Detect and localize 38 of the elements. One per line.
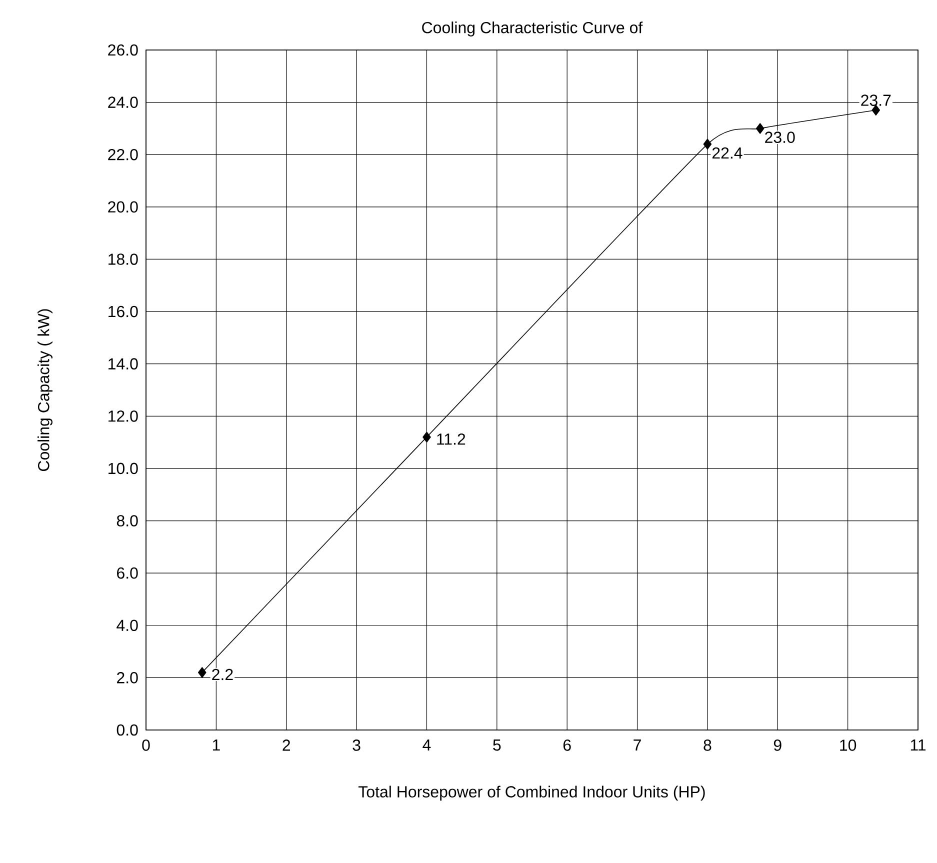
y-tick-label: 24.0 [108, 96, 138, 108]
point [703, 138, 712, 150]
y-tick-label: 2.0 [117, 672, 138, 684]
point [756, 123, 764, 134]
x-axis-title: Total Horsepower of Combined Indoor Units (HP) [358, 786, 705, 801]
x-tick-label: 4 [422, 740, 431, 751]
point [198, 667, 206, 678]
x-tick-label: 10 [840, 740, 856, 751]
x-tick-label: 6 [563, 740, 571, 751]
data-label: 23.7 [861, 94, 891, 106]
x-tick-label: 3 [352, 740, 360, 751]
y-tick-label: 22.0 [108, 148, 138, 160]
y-tick-label: 20.0 [108, 201, 138, 213]
y-tick-label: 10.0 [108, 462, 138, 474]
x-tick-label: 2 [282, 740, 290, 751]
data-label: 22.4 [712, 147, 742, 159]
data-label: 11.2 [437, 433, 466, 445]
x-tick-label: 8 [704, 740, 712, 751]
y-tick-label: 16.0 [108, 306, 138, 318]
x-tick-label: 5 [493, 740, 501, 751]
y-tick-label: 4.0 [116, 620, 138, 632]
x-tick-label: 1 [212, 740, 220, 751]
y-tick-label: 14.0 [108, 358, 138, 370]
point [422, 432, 431, 442]
y-axis-title: Cooling Capacity ( kW) [38, 309, 52, 471]
y-tick-label: 8.0 [116, 515, 138, 526]
y-tick-label: 12.0 [108, 410, 138, 422]
x-tick-label: 9 [774, 740, 782, 751]
chart-title: Cooling Characteristic Curve of [422, 22, 643, 36]
x-tick-label: 11 [910, 740, 926, 751]
y-tick-label: 26.0 [108, 44, 138, 56]
x-tick-label: 7 [634, 740, 641, 751]
y-tick-label: 6.0 [117, 567, 138, 579]
y-tick-label: 0.0 [116, 724, 138, 736]
y-tick-label: 18.0 [108, 254, 138, 265]
data-label: 2.2 [212, 668, 233, 680]
data-label: 23.0 [765, 132, 795, 143]
x-tick-label: 0 [142, 740, 150, 751]
